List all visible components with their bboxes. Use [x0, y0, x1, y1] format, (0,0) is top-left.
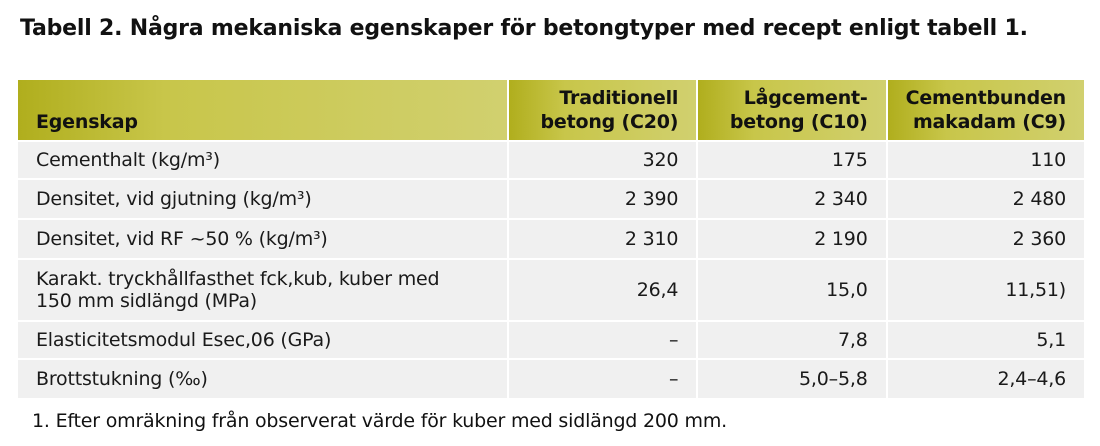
cell-c20: –: [507, 322, 697, 360]
cell-c9: 2,4–4,6: [885, 360, 1084, 400]
cell-c9: 110: [885, 142, 1084, 180]
row-label: Cementhalt (kg/m³): [18, 142, 508, 180]
cell-c20: 2 310: [507, 220, 697, 260]
header-property: Egenskap: [18, 80, 508, 142]
row-label: Densitet, vid RF ~50 % (kg/m³): [18, 220, 508, 260]
table-row: Elasticitetsmodul Esec,06 (GPa) – 7,8 5,…: [18, 322, 1084, 360]
row-label: Elasticitetsmodul Esec,06 (GPa): [18, 322, 508, 360]
header-low-cement-concrete: Lågcement- betong (C10): [696, 80, 886, 142]
cell-c20: –: [507, 360, 697, 400]
cell-c10: 15,0: [696, 260, 886, 322]
cell-c20: 2 390: [507, 180, 697, 220]
cell-c10: 5,0–5,8: [696, 360, 886, 400]
cell-c9: 11,51): [885, 260, 1084, 322]
cell-c20: 320: [507, 142, 697, 180]
cell-c10: 7,8: [696, 322, 886, 360]
cell-c20: 26,4: [507, 260, 697, 322]
cell-c10: 2 190: [696, 220, 886, 260]
header-cement-bound-macadam: Cementbunden makadam (C9): [885, 80, 1084, 142]
table-row: Karakt. tryckhållfasthet fck,kub, kuber …: [18, 260, 1084, 322]
table-header-row: Egenskap Traditionell betong (C20) Lågce…: [18, 80, 1084, 142]
table-row: Brottstukning (‰) – 5,0–5,8 2,4–4,6: [18, 360, 1084, 400]
row-label: Brottstukning (‰): [18, 360, 508, 400]
table-footnote: 1. Efter omräkning från observerat värde…: [32, 410, 727, 432]
cell-c9: 2 360: [885, 220, 1084, 260]
cell-c10: 175: [696, 142, 886, 180]
properties-table: Egenskap Traditionell betong (C20) Lågce…: [18, 80, 1084, 400]
table-row: Densitet, vid RF ~50 % (kg/m³) 2 310 2 1…: [18, 220, 1084, 260]
header-traditional-concrete: Traditionell betong (C20): [507, 80, 697, 142]
cell-c10: 2 340: [696, 180, 886, 220]
table-row: Densitet, vid gjutning (kg/m³) 2 390 2 3…: [18, 180, 1084, 220]
row-label: Densitet, vid gjutning (kg/m³): [18, 180, 508, 220]
cell-c9: 2 480: [885, 180, 1084, 220]
cell-c9: 5,1: [885, 322, 1084, 360]
row-label: Karakt. tryckhållfasthet fck,kub, kuber …: [18, 260, 508, 322]
table-caption: Tabell 2. Några mekaniska egenskaper för…: [20, 16, 1028, 41]
table-row: Cementhalt (kg/m³) 320 175 110: [18, 142, 1084, 180]
